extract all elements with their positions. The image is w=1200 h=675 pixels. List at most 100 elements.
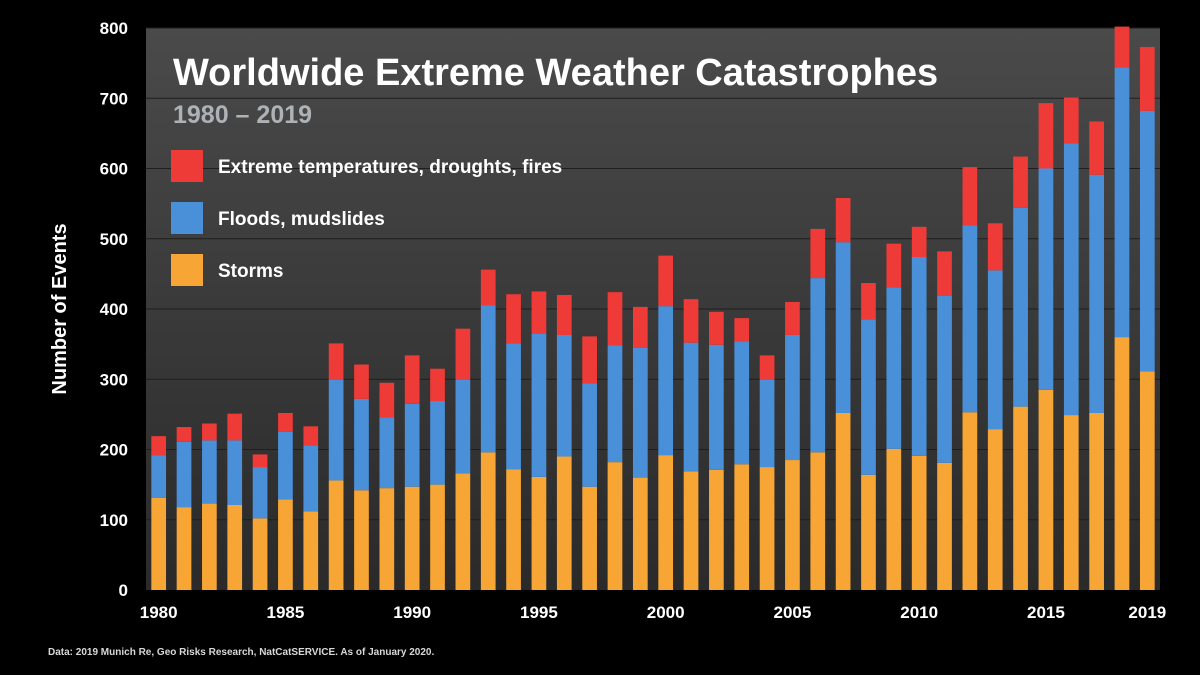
bar-floods-1988 [354, 398, 369, 491]
bar-extreme-2019 [1139, 46, 1155, 111]
bar-floods-1986 [303, 445, 319, 512]
bar-storms-1985 [278, 499, 293, 590]
bar-extreme-2017 [1089, 121, 1104, 175]
bar-floods-2018 [1114, 67, 1130, 338]
bar-floods-2010 [911, 257, 927, 456]
bar-extreme-1985 [278, 412, 293, 432]
bar-extreme-1988 [354, 364, 369, 399]
bar-series [151, 26, 1155, 590]
bar-floods-2017 [1089, 174, 1104, 413]
bar-storms-2008 [861, 474, 876, 590]
bar-floods-1992 [455, 379, 471, 474]
bar-floods-1980 [151, 455, 167, 498]
bar-extreme-2003 [734, 318, 750, 342]
bar-floods-2008 [861, 319, 876, 475]
bar-extreme-1980 [151, 436, 167, 456]
bar-floods-2016 [1063, 143, 1079, 416]
bar-storms-2000 [658, 455, 674, 590]
bar-storms-2018 [1114, 337, 1130, 590]
x-tick-label: 2019 [1128, 603, 1166, 622]
bar-floods-1990 [404, 403, 420, 487]
bar-extreme-1996 [556, 294, 572, 335]
x-axis-ticks: 1980 1985 1990 1995 2000 2005 2010 2015 2019 [140, 603, 1166, 622]
bar-floods-1984 [252, 467, 268, 519]
legend-label-floods: Floods, mudslides [218, 209, 385, 230]
y-axis-label: Number of Events [49, 223, 71, 394]
bar-storms-2014 [1013, 406, 1028, 590]
bar-storms-2004 [759, 467, 775, 590]
bar-storms-2006 [810, 452, 826, 590]
bar-floods-1991 [430, 401, 445, 485]
bar-floods-1998 [607, 345, 623, 463]
bar-storms-1982 [202, 503, 217, 590]
bar-extreme-2015 [1038, 103, 1054, 169]
bar-storms-1998 [607, 462, 623, 590]
bar-floods-1999 [632, 347, 648, 478]
bar-floods-2015 [1038, 168, 1054, 390]
y-tick-label: 600 [100, 160, 128, 179]
bar-floods-2019 [1139, 110, 1155, 372]
bar-storms-1997 [582, 486, 597, 590]
y-tick-label: 200 [100, 441, 128, 460]
legend: Extreme temperatures, droughts, fires Flo… [171, 150, 562, 286]
bar-extreme-2005 [785, 301, 800, 335]
bar-extreme-2001 [683, 299, 699, 343]
bar-extreme-2012 [962, 167, 978, 226]
bar-extreme-2018 [1114, 26, 1130, 68]
legend-swatch-extreme [171, 150, 203, 182]
y-tick-label: 500 [100, 230, 128, 249]
y-tick-label: 700 [100, 89, 128, 108]
bar-extreme-1991 [430, 368, 445, 402]
x-tick-label: 1995 [520, 603, 558, 622]
bar-storms-1993 [480, 452, 496, 590]
bar-storms-1981 [176, 507, 192, 590]
bar-floods-2009 [886, 287, 902, 449]
bar-floods-2005 [785, 334, 800, 461]
bar-storms-1984 [252, 518, 268, 590]
x-tick-label: 2010 [900, 603, 938, 622]
bar-extreme-2000 [658, 255, 674, 307]
bar-floods-1987 [328, 379, 344, 481]
bar-storms-1995 [531, 476, 547, 590]
bar-storms-1988 [354, 490, 369, 590]
bar-floods-1981 [176, 441, 192, 508]
bar-extreme-1999 [632, 306, 648, 348]
bar-floods-1982 [202, 440, 217, 504]
x-tick-label: 2000 [647, 603, 685, 622]
bar-storms-2009 [886, 448, 902, 590]
y-tick-label: 0 [119, 581, 128, 600]
legend-swatch-floods [171, 202, 203, 234]
y-tick-label: 800 [100, 19, 128, 38]
bar-storms-2007 [835, 412, 851, 590]
bar-floods-2002 [709, 344, 724, 470]
bar-extreme-2016 [1063, 97, 1079, 144]
bar-extreme-1986 [303, 426, 319, 446]
bar-floods-1996 [556, 334, 572, 457]
bar-extreme-1992 [455, 328, 471, 380]
bar-storms-1987 [328, 480, 344, 590]
y-tick-label: 400 [100, 300, 128, 319]
bar-extreme-2009 [886, 243, 902, 288]
bar-storms-2003 [734, 464, 750, 590]
bar-storms-2015 [1038, 389, 1054, 590]
bar-extreme-1983 [227, 413, 243, 441]
y-tick-label: 300 [100, 370, 128, 389]
legend-label-extreme: Extreme temperatures, droughts, fires [218, 157, 562, 178]
bar-extreme-1993 [480, 269, 496, 306]
bar-extreme-1995 [531, 291, 547, 334]
y-axis-ticks: 0 100 200 300 400 500 600 700 800 [100, 19, 128, 600]
bar-floods-2003 [734, 341, 750, 465]
chart-title: Worldwide Extreme Weather Catastrophes [173, 52, 938, 94]
bar-extreme-2010 [911, 226, 927, 258]
bar-floods-2001 [683, 342, 699, 472]
bar-extreme-1997 [582, 336, 597, 384]
legend-swatch-storms [171, 254, 203, 286]
bar-floods-1983 [227, 440, 243, 505]
bar-storms-1999 [632, 477, 648, 590]
bar-extreme-2002 [709, 311, 724, 345]
bar-extreme-2013 [987, 223, 1003, 271]
bar-floods-1995 [531, 333, 547, 477]
bar-storms-2012 [962, 412, 978, 590]
bar-floods-2012 [962, 225, 978, 413]
